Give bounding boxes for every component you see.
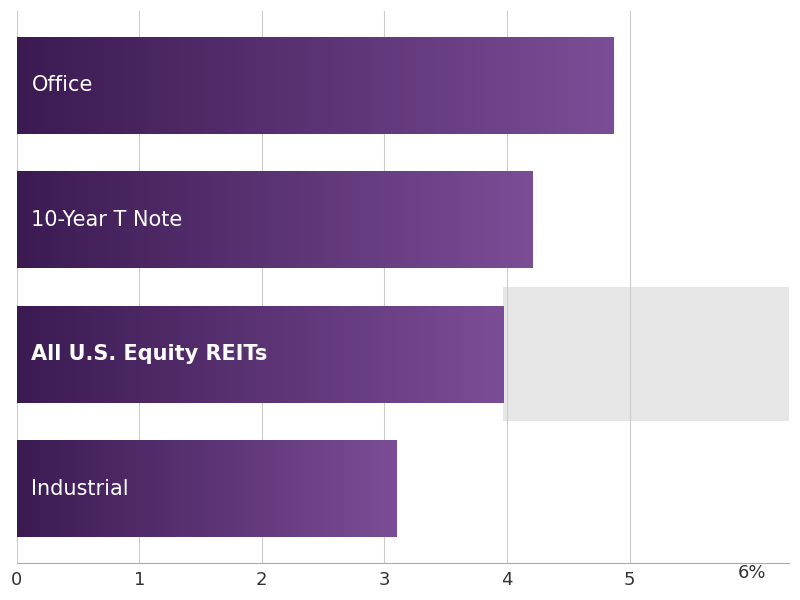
Text: Office: Office [31, 75, 93, 95]
Text: Industrial: Industrial [31, 479, 129, 499]
Text: 10-Year T Note: 10-Year T Note [31, 209, 182, 230]
Text: 6%: 6% [738, 564, 766, 582]
Bar [503, 287, 789, 421]
Text: All U.S. Equity REITs: All U.S. Equity REITs [31, 344, 268, 364]
